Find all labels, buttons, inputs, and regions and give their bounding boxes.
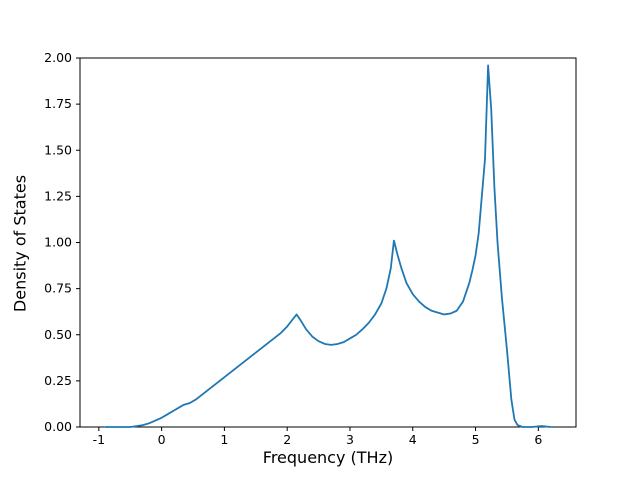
y-tick-label: 1.25	[44, 188, 72, 203]
y-tick-label: 1.50	[44, 142, 72, 157]
dos-curve	[104, 64, 552, 428]
plot-border	[79, 57, 577, 428]
y-tick-label: 0.00	[44, 419, 72, 434]
y-tick-label: 0.50	[44, 327, 72, 342]
x-tick-label: 2	[283, 432, 291, 447]
y-tick-label: 0.25	[44, 373, 72, 388]
y-tick-label: 1.75	[44, 96, 72, 111]
y-tick-label: 1.00	[44, 235, 72, 250]
x-tick-label: -1	[93, 432, 105, 447]
x-tick-label: 0	[158, 432, 166, 447]
x-axis-label: Frequency (THz)	[262, 448, 394, 467]
y-tick-label: 2.00	[44, 50, 72, 65]
x-tick-label: 1	[220, 432, 228, 447]
x-tick-label: 5	[472, 432, 480, 447]
y-tick-label: 0.75	[44, 281, 72, 296]
y-axis-label: Density of States	[10, 174, 30, 313]
x-tick-label: 3	[346, 432, 354, 447]
x-tick-label: 4	[409, 432, 417, 447]
x-tick-label: 6	[534, 432, 542, 447]
